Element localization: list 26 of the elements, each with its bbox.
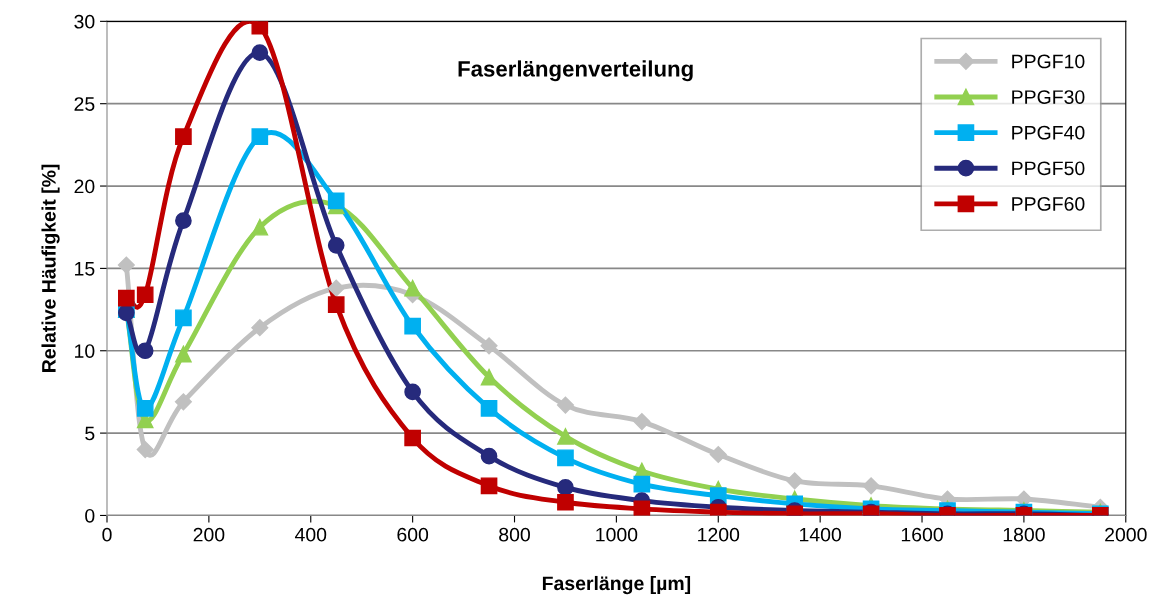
x-tick-label: 2000 <box>1105 527 1147 542</box>
y-tick-label: 5 <box>85 426 95 441</box>
y-tick-label: 30 <box>74 14 95 29</box>
x-tick-label: 0 <box>102 527 112 542</box>
x-tick-label: 200 <box>193 527 225 542</box>
x-tick-label: 1000 <box>596 527 638 542</box>
x-tick-label: 1400 <box>800 527 842 542</box>
x-tick-label: 1200 <box>698 527 740 542</box>
legend-label: PPGF40 <box>1012 125 1085 140</box>
x-tick-label: 600 <box>397 527 429 542</box>
y-axis-title: Relative Häufigkeit [%] <box>41 164 60 372</box>
x-tick-label: 1600 <box>901 527 943 542</box>
legend-label: PPGF30 <box>1012 90 1085 104</box>
legend-label: PPGF50 <box>1012 161 1085 176</box>
x-tick-label: 800 <box>499 527 530 542</box>
x-axis-title: Faserlänge [µm] <box>542 575 691 595</box>
legend-label: PPGF60 <box>1012 197 1085 211</box>
y-tick-label: 0 <box>85 508 95 523</box>
y-tick-label: 25 <box>74 97 95 111</box>
y-tick-label: 10 <box>75 344 95 358</box>
x-tick-label: 1800 <box>1003 527 1045 542</box>
x-tick-label: 400 <box>294 527 327 542</box>
y-tick-label: 15 <box>75 262 95 276</box>
text: Faserlängenverteilung <box>458 60 693 82</box>
legend-label: PPGF10 <box>1012 54 1085 69</box>
y-tick-label: 20 <box>74 179 95 194</box>
